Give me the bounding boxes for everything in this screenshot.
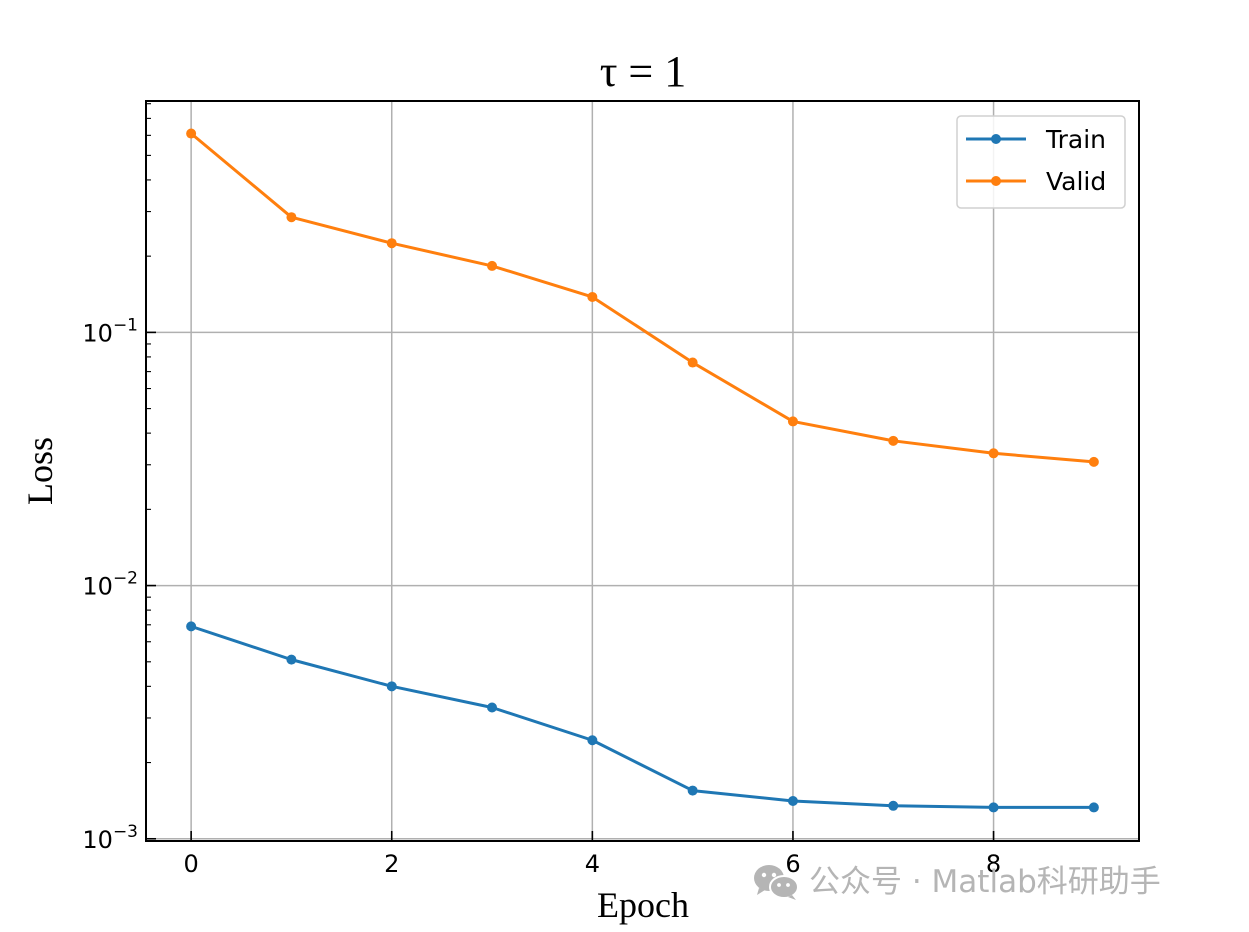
x-tick-label: 2 bbox=[384, 850, 399, 878]
series-lines bbox=[186, 128, 1099, 813]
data-point-valid bbox=[286, 212, 297, 223]
data-point-valid bbox=[988, 448, 999, 459]
data-point-train bbox=[587, 735, 598, 746]
x-tick-label: 6 bbox=[785, 850, 800, 878]
legend-swatch-marker bbox=[991, 134, 1001, 144]
data-point-train bbox=[487, 702, 498, 713]
series-line-valid bbox=[190, 132, 1094, 464]
major-ticks bbox=[146, 331, 995, 841]
series-valid bbox=[186, 128, 1099, 467]
data-point-train bbox=[988, 802, 999, 813]
series-train bbox=[186, 621, 1099, 813]
wechat-icon bbox=[754, 865, 799, 900]
legend: Train Valid bbox=[956, 115, 1126, 209]
data-point-train bbox=[687, 785, 698, 796]
data-point-train bbox=[286, 654, 297, 665]
legend-swatch-marker bbox=[991, 176, 1001, 186]
data-point-valid bbox=[587, 291, 598, 302]
x-tick-label: 0 bbox=[183, 850, 198, 878]
y-tick-label: 10−1 bbox=[82, 315, 138, 347]
data-point-train bbox=[1088, 802, 1099, 813]
legend-label-train: Train bbox=[1045, 125, 1106, 154]
series-line-train bbox=[190, 624, 1094, 809]
chart-title: τ = 1 bbox=[600, 47, 687, 96]
watermark: 公众号 · Matlab科研助手 bbox=[754, 864, 1161, 900]
legend-item-valid: Valid bbox=[966, 167, 1106, 196]
y-tick-label: 10−3 bbox=[82, 822, 138, 854]
legend-label-valid: Valid bbox=[1046, 167, 1106, 196]
y-tick-label: 10−2 bbox=[82, 569, 138, 601]
x-tick-label: 8 bbox=[986, 850, 1001, 878]
data-point-valid bbox=[386, 238, 397, 249]
data-point-train bbox=[888, 800, 899, 811]
grid-lines bbox=[146, 101, 1139, 841]
plot-frame bbox=[145, 100, 1140, 842]
data-point-train bbox=[386, 681, 397, 692]
data-point-train bbox=[186, 621, 197, 632]
x-tick-label: 4 bbox=[585, 850, 600, 878]
data-point-train bbox=[787, 795, 798, 806]
data-point-valid bbox=[1088, 456, 1099, 467]
y-axis-title: Loss bbox=[20, 437, 60, 505]
tick-labels: 0 2 4 6 8 10−3 10−2 10−1 bbox=[82, 315, 1001, 878]
data-point-valid bbox=[487, 260, 498, 271]
data-point-valid bbox=[888, 435, 899, 446]
legend-item-train: Train bbox=[966, 125, 1106, 154]
watermark-text: 公众号 · Matlab科研助手 bbox=[809, 864, 1161, 900]
data-point-valid bbox=[787, 416, 798, 427]
data-point-valid bbox=[186, 128, 197, 139]
data-point-valid bbox=[687, 357, 698, 368]
x-axis-title: Epoch bbox=[597, 885, 689, 925]
